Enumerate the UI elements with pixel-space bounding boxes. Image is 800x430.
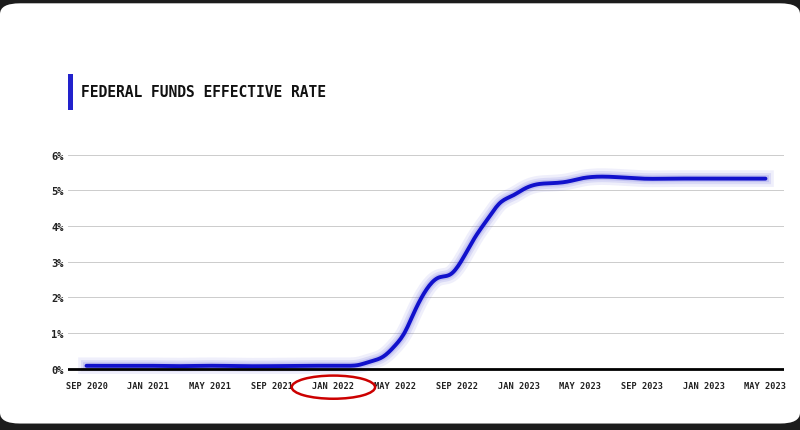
FancyBboxPatch shape	[0, 4, 800, 424]
Bar	[68, 74, 73, 111]
Text: FEDERAL FUNDS EFFECTIVE RATE: FEDERAL FUNDS EFFECTIVE RATE	[81, 85, 326, 100]
